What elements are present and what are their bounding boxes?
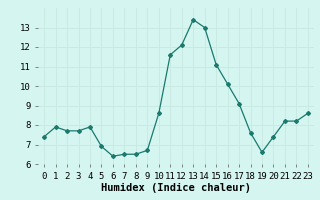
X-axis label: Humidex (Indice chaleur): Humidex (Indice chaleur)	[101, 183, 251, 193]
